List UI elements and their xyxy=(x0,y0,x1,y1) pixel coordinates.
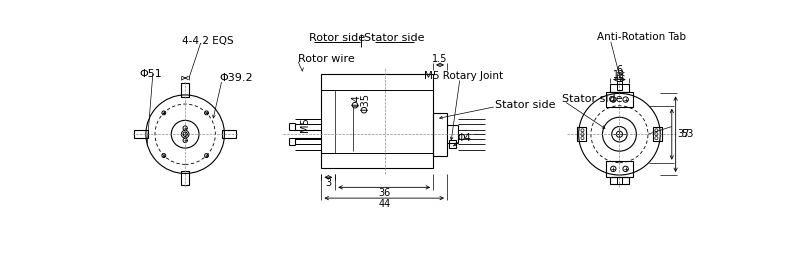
Text: 36: 36 xyxy=(378,188,390,198)
Bar xyxy=(606,161,633,176)
Text: Rotor wire: Rotor wire xyxy=(298,54,355,64)
Bar xyxy=(617,81,622,90)
Text: Rotor side: Rotor side xyxy=(309,33,365,43)
Text: 44: 44 xyxy=(378,199,390,209)
Text: Φ4: Φ4 xyxy=(457,133,470,143)
Text: 1.5: 1.5 xyxy=(432,54,448,64)
Text: M5: M5 xyxy=(300,117,310,132)
Bar xyxy=(610,176,629,184)
Bar xyxy=(606,92,633,107)
Bar xyxy=(617,176,622,184)
Bar xyxy=(449,140,456,148)
Bar xyxy=(182,83,189,97)
Bar xyxy=(653,127,662,141)
Bar xyxy=(134,130,148,138)
Text: Anti-Rotation Tab: Anti-Rotation Tab xyxy=(597,32,686,42)
Text: 3: 3 xyxy=(326,179,331,188)
Bar xyxy=(577,127,586,141)
Text: Stator side: Stator side xyxy=(562,94,623,104)
Bar xyxy=(182,171,189,185)
Bar xyxy=(322,74,433,168)
Bar xyxy=(222,130,236,138)
Text: 12: 12 xyxy=(614,70,626,80)
Text: Stator side: Stator side xyxy=(494,100,555,110)
Text: Φ51: Φ51 xyxy=(139,69,162,79)
Text: 37: 37 xyxy=(677,129,690,139)
Bar xyxy=(433,113,447,156)
Text: Stator side: Stator side xyxy=(364,33,425,43)
Text: 4-4.2 EQS: 4-4.2 EQS xyxy=(182,36,234,46)
Text: Φ4: Φ4 xyxy=(351,94,361,108)
Text: Φ39.2: Φ39.2 xyxy=(219,73,253,83)
Text: M5 Rotary Joint: M5 Rotary Joint xyxy=(424,72,503,81)
Text: Φ35: Φ35 xyxy=(360,93,370,113)
Text: 6: 6 xyxy=(616,65,622,74)
Bar xyxy=(610,84,629,92)
Text: 53: 53 xyxy=(681,129,694,139)
Bar xyxy=(322,90,335,153)
